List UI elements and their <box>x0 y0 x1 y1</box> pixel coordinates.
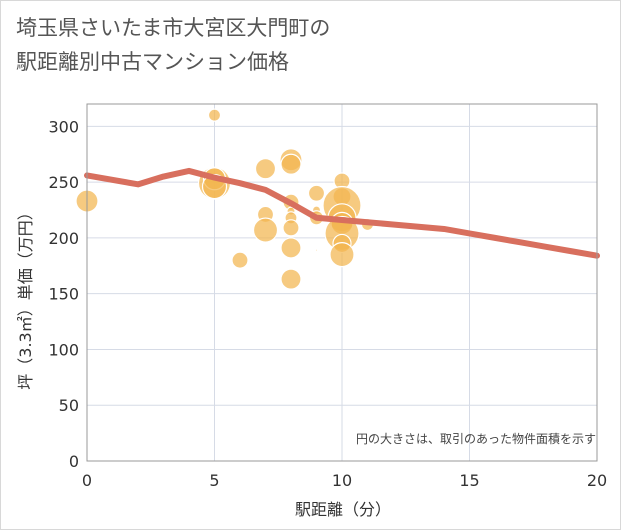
bubble-layer <box>75 108 375 290</box>
x-tick-label: 20 <box>587 471 607 490</box>
title-line-2: 駅距離別中古マンション価格 <box>16 50 289 74</box>
chart-title: 埼玉県さいたま市大宮区大門町の 駅距離別中古マンション価格 <box>16 11 606 79</box>
data-bubble <box>231 251 249 269</box>
x-tick-label: 10 <box>332 471 352 490</box>
data-bubble <box>207 108 222 122</box>
y-tick-label: 50 <box>59 396 79 415</box>
grid-lines <box>86 104 598 462</box>
x-tick-label: 15 <box>459 471 479 490</box>
y-tick-label: 300 <box>48 117 79 136</box>
data-bubble <box>280 237 302 259</box>
x-tick-label: 5 <box>209 471 219 490</box>
y-tick-label: 0 <box>69 452 79 471</box>
bubble-size-note: 円の大きさは、取引のあった物件面積を示す <box>356 431 596 446</box>
title-line-1: 埼玉県さいたま市大宮区大門町の <box>16 16 331 40</box>
data-bubble <box>252 217 279 243</box>
x-axis-label: 駅距離（分） <box>295 500 391 519</box>
x-tick-label: 0 <box>82 471 92 490</box>
data-bubble <box>254 158 277 180</box>
data-bubble <box>280 268 302 290</box>
data-bubble <box>307 184 326 202</box>
x-axis-ticks: 0 5 10 15 20 <box>82 471 607 490</box>
data-bubble <box>329 242 355 268</box>
y-axis-ticks: 0 50 100 150 200 250 300 <box>48 117 79 471</box>
y-tick-label: 150 <box>48 285 79 304</box>
y-axis-label: 坪（3.3㎡）単価（万円） <box>16 204 35 389</box>
y-tick-label: 250 <box>48 173 79 192</box>
plot-border <box>86 103 598 462</box>
data-bubble <box>282 219 300 237</box>
y-tick-label: 100 <box>48 340 79 359</box>
data-bubble <box>314 248 319 252</box>
y-tick-label: 200 <box>48 229 79 248</box>
data-bubble <box>280 153 302 175</box>
average-price-line <box>84 167 600 259</box>
